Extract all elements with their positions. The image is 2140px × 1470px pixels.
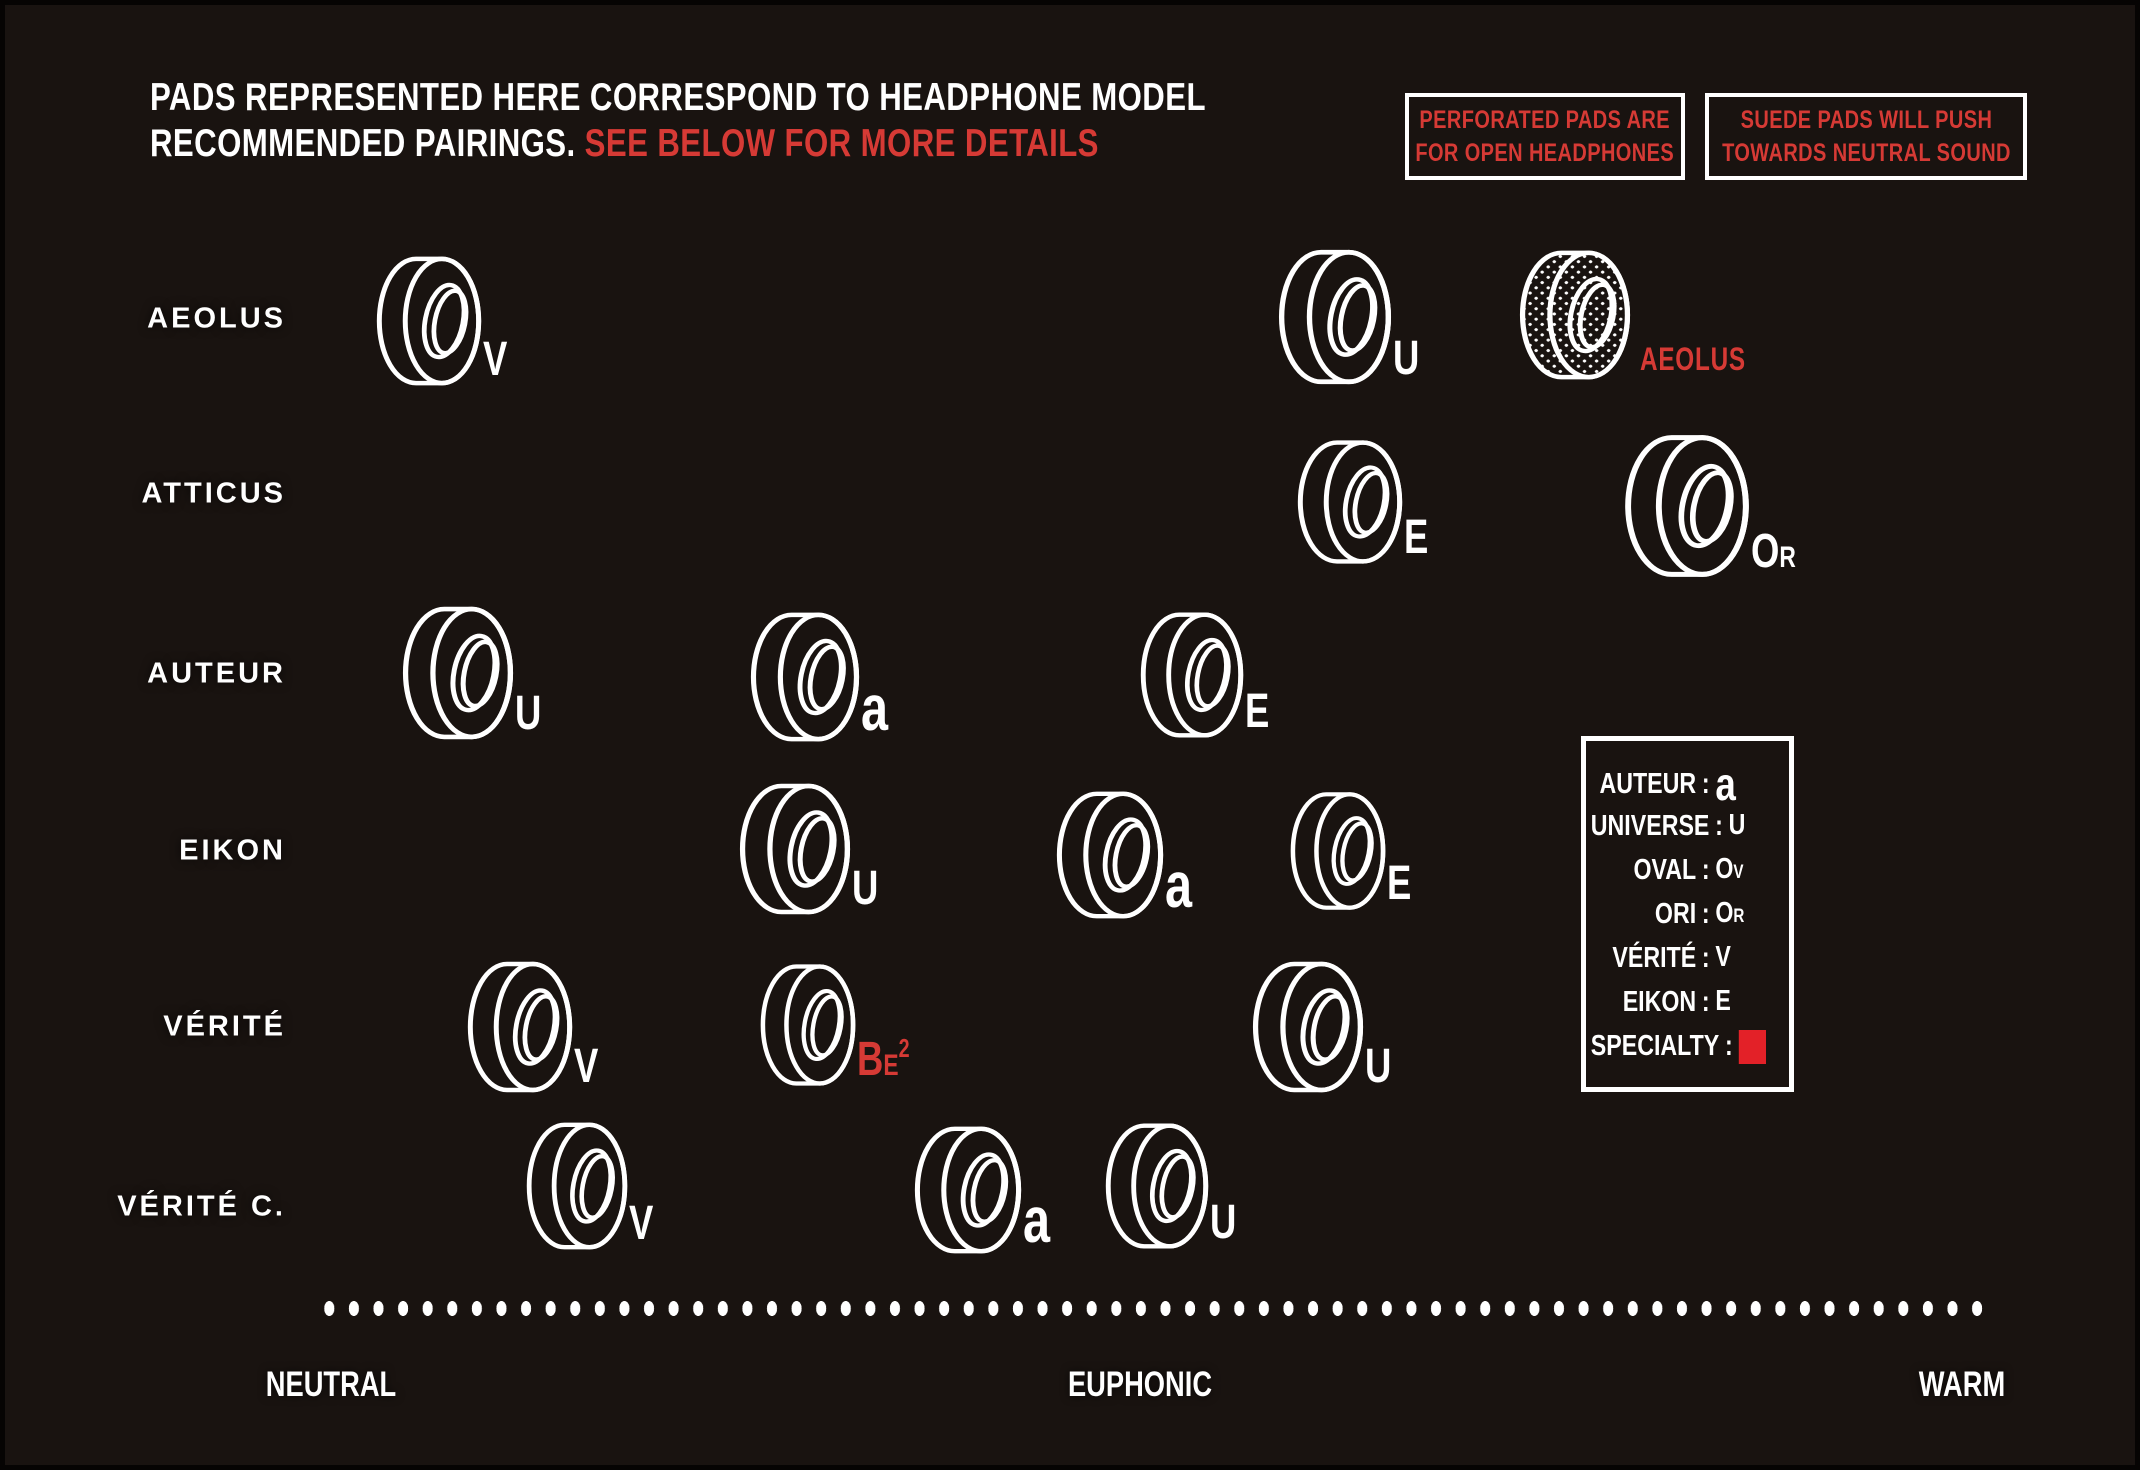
legend-row: OVAL: OV — [1591, 854, 1764, 887]
axis-label-euphonic: EUPHONIC — [1067, 1365, 1213, 1404]
header-line2-highlight: SEE BELOW FOR MORE DETAILS — [584, 122, 1099, 165]
pad-code-label: a — [1165, 849, 1193, 922]
pad-code-label: U — [515, 686, 542, 740]
legend-rows: AUTEUR: a UNIVERSE: U OVAL: OV ORI: OR VÉRITÉ: V E… — [1586, 741, 1787, 1087]
legend-pad-code: OR — [1715, 897, 1745, 930]
earpad-icon — [466, 957, 574, 1097]
row-label-headphone-model: AEOLUS — [147, 302, 286, 335]
legend-pad-name: AUTEUR — [1599, 767, 1697, 800]
pad-code-label: E — [1404, 510, 1429, 564]
note-box-text: SUEDE PADS WILL PUSH TOWARDS NEUTRAL SOU… — [1721, 105, 2011, 167]
legend-row: VÉRITÉ: V — [1591, 942, 1764, 975]
pad-code-label: V — [629, 1196, 654, 1250]
axis-label-warm: WARM — [1918, 1365, 2006, 1404]
legend-row: AUTEUR: a — [1591, 761, 1764, 807]
header-line2: RECOMMENDED PAIRINGS. — [150, 122, 585, 165]
pad-code-label: V — [483, 332, 508, 386]
legend-pad-name: VÉRITÉ — [1612, 941, 1697, 974]
row-label-headphone-model: ATTICUS — [141, 477, 286, 510]
header-text: PADS REPRESENTED HERE CORRESPOND TO HEAD… — [150, 75, 1470, 167]
legend-pad-name: UNIVERSE — [1590, 809, 1710, 842]
pad-code-label: OR — [1751, 524, 1796, 578]
earpad-icon — [1104, 1119, 1210, 1253]
earpad-icon-perforated — [1518, 246, 1632, 384]
note-box-suede: SUEDE PADS WILL PUSH TOWARDS NEUTRAL SOU… — [1705, 93, 2027, 180]
earpad-icon — [1139, 608, 1245, 742]
earpad-icon — [525, 1118, 629, 1254]
legend-pad-code: V — [1715, 941, 1731, 974]
pad-code-label: a — [861, 672, 889, 745]
legend-pad-code: E — [1715, 985, 1731, 1018]
specialty-red-swatch — [1738, 1029, 1766, 1064]
legend-box: AUTEUR: a UNIVERSE: U OVAL: OV ORI: OR VÉRITÉ: V E… — [1581, 736, 1794, 1092]
row-label-headphone-model: VÉRITÉ — [163, 1010, 286, 1043]
legend-pad-code: OV — [1715, 853, 1744, 886]
pad-code-label: AEOLUS — [1640, 340, 1746, 377]
earpad-icon — [401, 602, 515, 744]
legend-row: UNIVERSE: U — [1591, 810, 1764, 843]
legend-pad-name: ORI — [1654, 897, 1697, 930]
earpad-icon — [913, 1122, 1023, 1258]
earpad-icon — [1296, 436, 1404, 568]
legend-pad-name: SPECIALTY — [1590, 1030, 1720, 1062]
pad-code-label: a — [1023, 1184, 1051, 1257]
pad-code-label: BE2 — [857, 1032, 910, 1086]
earpad-icon — [1251, 957, 1365, 1097]
pad-code-label: U — [1365, 1039, 1392, 1093]
note-box-text: PERFORATED PADS ARE FOR OPEN HEADPHONES — [1415, 105, 1675, 167]
pad-code-label: E — [1387, 856, 1412, 910]
pad-code-label: V — [574, 1039, 599, 1093]
earpad-icon — [749, 608, 861, 746]
note-box-perforated: PERFORATED PADS ARE FOR OPEN HEADPHONES — [1405, 93, 1685, 180]
earpad-icon — [1623, 430, 1751, 582]
earpad-icon — [375, 252, 483, 390]
earpad-icon — [1277, 245, 1393, 389]
earpad-icon — [1055, 787, 1165, 923]
pad-code-label: U — [1210, 1195, 1237, 1249]
legend-pad-name: OVAL — [1633, 853, 1697, 886]
legend-pad-code — [1738, 1029, 1786, 1064]
legend-pad-name: EIKON — [1622, 985, 1697, 1018]
legend-row: SPECIALTY: — [1590, 1029, 1766, 1064]
pad-code-label: U — [852, 861, 879, 915]
legend-pad-code: a — [1715, 757, 1736, 810]
legend-row: EIKON: E — [1591, 986, 1764, 1019]
earpad-icon — [1289, 788, 1387, 914]
earpad-icon — [738, 779, 852, 919]
pad-code-label: E — [1245, 684, 1270, 738]
row-label-headphone-model: AUTEUR — [147, 657, 286, 690]
legend-pad-code: U — [1728, 809, 1746, 842]
legend-row: ORI: OR — [1591, 898, 1764, 931]
earpad-icon — [759, 960, 857, 1090]
row-label-headphone-model: VÉRITÉ C. — [117, 1190, 286, 1223]
axis-dotted-line — [317, 1300, 1993, 1317]
pad-code-label: U — [1393, 331, 1420, 385]
row-label-headphone-model: EIKON — [179, 834, 286, 867]
header-line1: PADS REPRESENTED HERE CORRESPOND TO HEAD… — [150, 76, 1206, 119]
axis-label-neutral: NEUTRAL — [265, 1365, 397, 1404]
